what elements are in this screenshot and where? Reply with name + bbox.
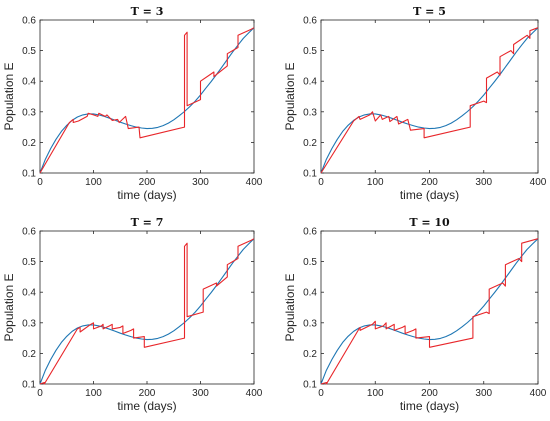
x-tick-label: 0 bbox=[37, 177, 43, 188]
y-tick-label: 0.1 bbox=[22, 169, 36, 180]
y-tick-label: 0.5 bbox=[22, 257, 36, 268]
y-tick-label: 0.6 bbox=[22, 227, 36, 238]
panel-title: T = 7 bbox=[131, 216, 164, 229]
panel-title: T = 10 bbox=[409, 216, 450, 229]
x-tick-label: 100 bbox=[367, 388, 384, 399]
series-line-blue bbox=[39, 238, 255, 385]
x-tick-label: 100 bbox=[85, 388, 102, 399]
y-tick-label: 0.3 bbox=[22, 318, 36, 329]
x-tick-label: 0 bbox=[318, 177, 324, 188]
y-tick-label: 0.6 bbox=[303, 227, 317, 238]
panel-0: 0 100 200 300 400 0.1 0.2 0.3 0.4 0.5 0.6 T = 3 time… bbox=[2, 5, 263, 202]
y-axis-label: Population E bbox=[283, 62, 297, 130]
panel-1: 0 100 200 300 400 0.1 0.2 0.3 0.4 0.5 0.6 T = 5 time… bbox=[283, 5, 547, 202]
y-tick-label: 0.1 bbox=[303, 169, 317, 180]
y-tick-label: 0.4 bbox=[303, 288, 317, 299]
y-tick-label: 0.6 bbox=[303, 16, 317, 27]
y-tick-label: 0.3 bbox=[303, 318, 317, 329]
y-tick-label: 0.2 bbox=[303, 138, 317, 149]
plot-area bbox=[39, 19, 255, 174]
x-tick-label: 400 bbox=[530, 388, 547, 399]
x-tick-label: 300 bbox=[192, 388, 209, 399]
panel-2: 0 100 200 300 400 0.1 0.2 0.3 0.4 0.5 0.6 T = 7 time… bbox=[2, 216, 263, 413]
plot-area bbox=[320, 19, 539, 174]
series-line-red bbox=[320, 238, 539, 385]
y-tick-label: 0.6 bbox=[22, 16, 36, 27]
plot-area bbox=[320, 230, 539, 385]
y-tick-label: 0.1 bbox=[22, 380, 36, 391]
y-tick-label: 0.3 bbox=[22, 107, 36, 118]
series-line-red bbox=[39, 238, 255, 385]
x-tick-label: 200 bbox=[139, 388, 156, 399]
x-tick-label: 200 bbox=[421, 177, 438, 188]
plot-area bbox=[39, 230, 255, 385]
y-tick-label: 0.2 bbox=[303, 349, 317, 360]
x-axis-label: time (days) bbox=[400, 188, 459, 202]
y-axis-label: Population E bbox=[283, 273, 297, 341]
series-line-red bbox=[320, 27, 539, 174]
panel-3: 0 100 200 300 400 0.1 0.2 0.3 0.4 0.5 0.6 T = 10 tim… bbox=[283, 216, 547, 413]
x-tick-label: 100 bbox=[367, 177, 384, 188]
x-tick-label: 200 bbox=[421, 388, 438, 399]
x-tick-label: 100 bbox=[85, 177, 102, 188]
x-axis-label: time (days) bbox=[400, 399, 459, 413]
x-tick-label: 400 bbox=[246, 388, 263, 399]
x-tick-label: 0 bbox=[37, 388, 43, 399]
y-tick-label: 0.4 bbox=[303, 77, 317, 88]
x-tick-label: 200 bbox=[139, 177, 156, 188]
y-tick-label: 0.5 bbox=[303, 257, 317, 268]
y-tick-label: 0.2 bbox=[22, 349, 36, 360]
y-tick-label: 0.5 bbox=[303, 46, 317, 57]
panel-title: T = 5 bbox=[413, 5, 446, 18]
x-tick-label: 400 bbox=[246, 177, 263, 188]
y-tick-label: 0.4 bbox=[22, 288, 36, 299]
x-tick-label: 400 bbox=[530, 177, 547, 188]
y-tick-label: 0.2 bbox=[22, 138, 36, 149]
x-tick-label: 300 bbox=[475, 388, 492, 399]
x-tick-label: 300 bbox=[475, 177, 492, 188]
x-axis-label: time (days) bbox=[117, 188, 176, 202]
y-tick-label: 0.1 bbox=[303, 380, 317, 391]
x-axis-label: time (days) bbox=[117, 399, 176, 413]
y-axis-label: Population E bbox=[2, 273, 16, 341]
y-tick-label: 0.3 bbox=[303, 107, 317, 118]
panel-title: T = 3 bbox=[131, 5, 164, 18]
y-axis-label: Population E bbox=[2, 62, 16, 130]
y-tick-label: 0.5 bbox=[22, 46, 36, 57]
x-tick-label: 300 bbox=[192, 177, 209, 188]
series-line-red bbox=[39, 27, 255, 174]
series-line-blue bbox=[39, 27, 255, 174]
x-tick-label: 0 bbox=[318, 388, 324, 399]
y-tick-label: 0.4 bbox=[22, 77, 36, 88]
